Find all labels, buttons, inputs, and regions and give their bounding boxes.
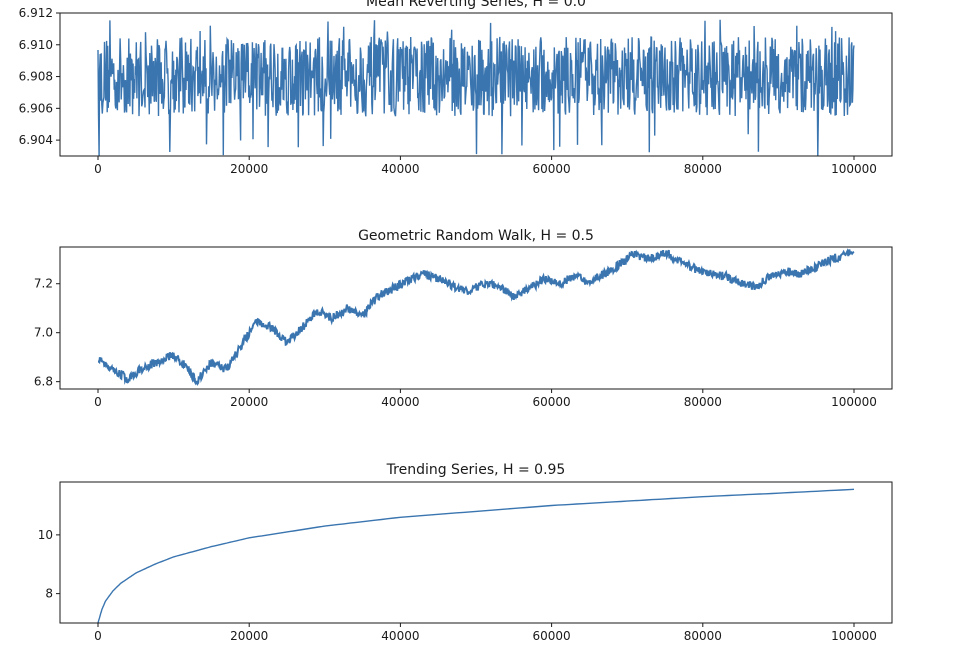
- x-tick-label: 0: [94, 629, 102, 643]
- y-tick-label: 6.8: [34, 375, 53, 389]
- axes-frame: [59, 481, 893, 624]
- y-tick-label: 6.908: [19, 70, 53, 84]
- series-line: [97, 488, 855, 623]
- axes-frame: [59, 12, 893, 157]
- x-tick-label: 80000: [684, 629, 722, 643]
- x-tick-label: 0: [94, 162, 102, 176]
- y-tick-label: 6.910: [19, 38, 53, 52]
- y-tick-label: 8: [45, 587, 53, 601]
- chart-title: Trending Series, H = 0.95: [386, 462, 566, 478]
- x-tick-label: 80000: [684, 395, 722, 409]
- x-tick-label: 80000: [684, 162, 722, 176]
- y-tick-label: 6.912: [19, 6, 53, 20]
- axes-trending-series: Trending Series, H = 0.95 0 20000 40000 600…: [38, 462, 893, 643]
- y-tick-label: 10: [38, 528, 53, 542]
- x-tick-label: 40000: [381, 162, 419, 176]
- chart-title: Mean Reverting Series, H = 0.0: [366, 0, 586, 10]
- axes-mean-reverting: Mean Reverting Series, H = 0.0 0 20000 400…: [19, 0, 893, 176]
- x-tick-label: 20000: [230, 395, 268, 409]
- x-tick-label: 20000: [230, 162, 268, 176]
- x-tick-label: 0: [94, 395, 102, 409]
- axes-geometric-random-walk: Geometric Random Walk, H = 0.5 0 20000 400…: [34, 228, 893, 409]
- y-tick-label: 7.0: [34, 326, 53, 340]
- x-tick-label: 100000: [831, 162, 877, 176]
- x-tick-label: 60000: [533, 162, 571, 176]
- x-tick-label: 60000: [533, 629, 571, 643]
- x-tick-label: 40000: [381, 395, 419, 409]
- series-line: [97, 248, 855, 386]
- series-line: [97, 19, 855, 156]
- y-tick-label: 7.2: [34, 277, 53, 291]
- x-tick-label: 40000: [381, 629, 419, 643]
- x-tick-label: 60000: [533, 395, 571, 409]
- y-tick-label: 6.904: [19, 133, 53, 147]
- x-tick-label: 100000: [831, 629, 877, 643]
- axes-frame: [59, 246, 893, 390]
- x-tick-label: 100000: [831, 395, 877, 409]
- y-tick-label: 6.906: [19, 101, 53, 115]
- x-tick-label: 20000: [230, 629, 268, 643]
- chart-title: Geometric Random Walk, H = 0.5: [358, 228, 594, 244]
